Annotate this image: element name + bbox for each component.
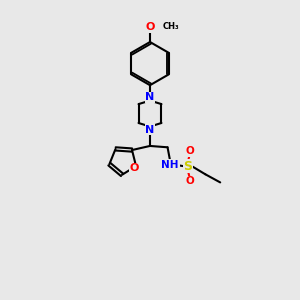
Text: N: N [146, 125, 154, 135]
Text: CH₃: CH₃ [162, 22, 179, 32]
Text: O: O [186, 146, 194, 156]
Text: NH: NH [161, 160, 179, 170]
Text: N: N [146, 92, 154, 102]
Text: S: S [183, 160, 192, 173]
Text: O: O [129, 163, 139, 173]
Text: O: O [145, 22, 155, 32]
Text: O: O [186, 176, 194, 186]
